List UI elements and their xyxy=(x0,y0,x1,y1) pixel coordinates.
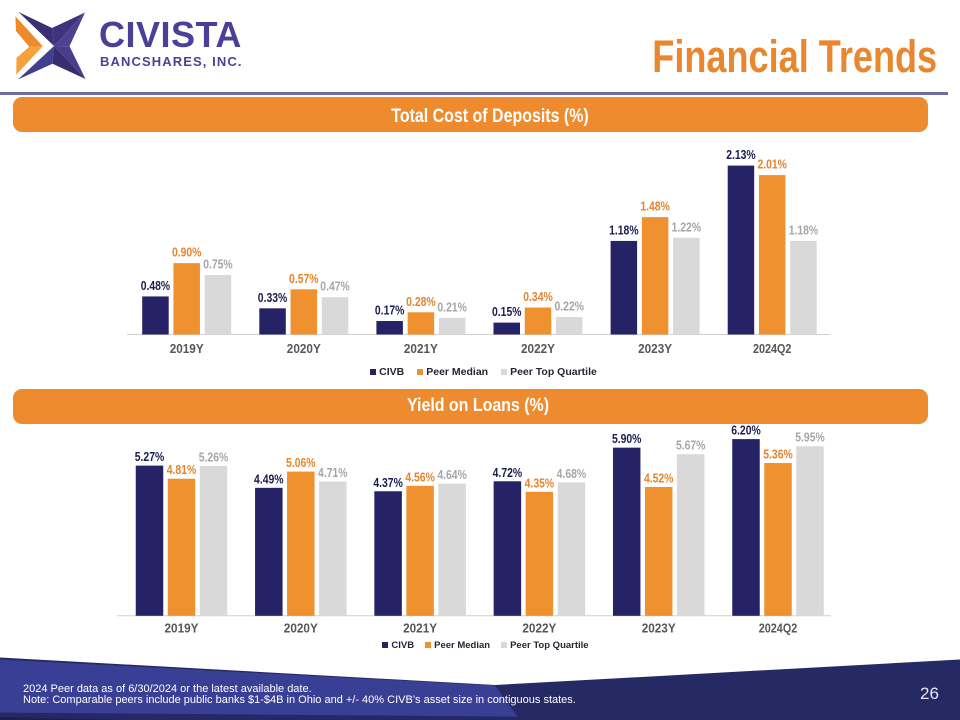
svg-text:4.81%: 4.81% xyxy=(167,463,197,477)
svg-text:4.52%: 4.52% xyxy=(644,471,674,485)
svg-text:2020Y: 2020Y xyxy=(284,620,318,635)
svg-text:2024Q2: 2024Q2 xyxy=(753,341,792,356)
svg-text:5.90%: 5.90% xyxy=(612,432,642,446)
svg-text:0.47%: 0.47% xyxy=(320,280,350,294)
svg-text:4.35%: 4.35% xyxy=(525,476,555,490)
svg-text:2023Y: 2023Y xyxy=(638,341,672,356)
svg-text:2.01%: 2.01% xyxy=(757,158,787,172)
svg-text:2.13%: 2.13% xyxy=(726,148,756,162)
svg-text:4.56%: 4.56% xyxy=(405,470,435,484)
svg-text:4.71%: 4.71% xyxy=(318,466,348,480)
svg-text:0.34%: 0.34% xyxy=(523,290,553,304)
svg-text:0.15%: 0.15% xyxy=(492,305,522,319)
svg-text:0.48%: 0.48% xyxy=(141,279,171,293)
svg-text:0.28%: 0.28% xyxy=(406,295,436,309)
svg-text:0.57%: 0.57% xyxy=(289,272,319,286)
svg-text:0.21%: 0.21% xyxy=(437,300,467,314)
svg-text:5.27%: 5.27% xyxy=(135,450,165,464)
svg-text:1.18%: 1.18% xyxy=(789,223,819,237)
svg-text:4.68%: 4.68% xyxy=(557,467,587,481)
svg-text:2019Y: 2019Y xyxy=(165,620,199,635)
svg-text:4.72%: 4.72% xyxy=(493,466,523,480)
svg-text:5.06%: 5.06% xyxy=(286,456,316,470)
svg-text:1.18%: 1.18% xyxy=(609,223,639,237)
svg-text:4.37%: 4.37% xyxy=(373,476,403,490)
svg-text:0.75%: 0.75% xyxy=(203,258,233,272)
svg-text:0.90%: 0.90% xyxy=(172,246,202,260)
svg-text:0.17%: 0.17% xyxy=(375,304,405,318)
svg-text:4.64%: 4.64% xyxy=(437,468,467,482)
svg-text:4.49%: 4.49% xyxy=(254,472,284,486)
svg-text:5.95%: 5.95% xyxy=(795,431,825,445)
svg-text:2020Y: 2020Y xyxy=(287,341,321,356)
svg-text:2023Y: 2023Y xyxy=(642,620,676,635)
svg-text:5.67%: 5.67% xyxy=(676,439,706,453)
svg-text:1.48%: 1.48% xyxy=(640,200,670,214)
svg-text:5.26%: 5.26% xyxy=(199,450,229,464)
svg-text:2024Q2: 2024Q2 xyxy=(759,620,798,635)
svg-text:2021Y: 2021Y xyxy=(403,620,437,635)
svg-text:2022Y: 2022Y xyxy=(522,620,556,635)
svg-text:0.22%: 0.22% xyxy=(555,300,585,314)
svg-text:2021Y: 2021Y xyxy=(404,341,438,356)
svg-text:1.22%: 1.22% xyxy=(672,220,702,234)
svg-text:2019Y: 2019Y xyxy=(170,341,204,356)
svg-text:2022Y: 2022Y xyxy=(521,341,555,356)
svg-text:5.36%: 5.36% xyxy=(763,448,793,462)
svg-text:0.33%: 0.33% xyxy=(258,291,288,305)
svg-text:6.20%: 6.20% xyxy=(731,424,761,438)
